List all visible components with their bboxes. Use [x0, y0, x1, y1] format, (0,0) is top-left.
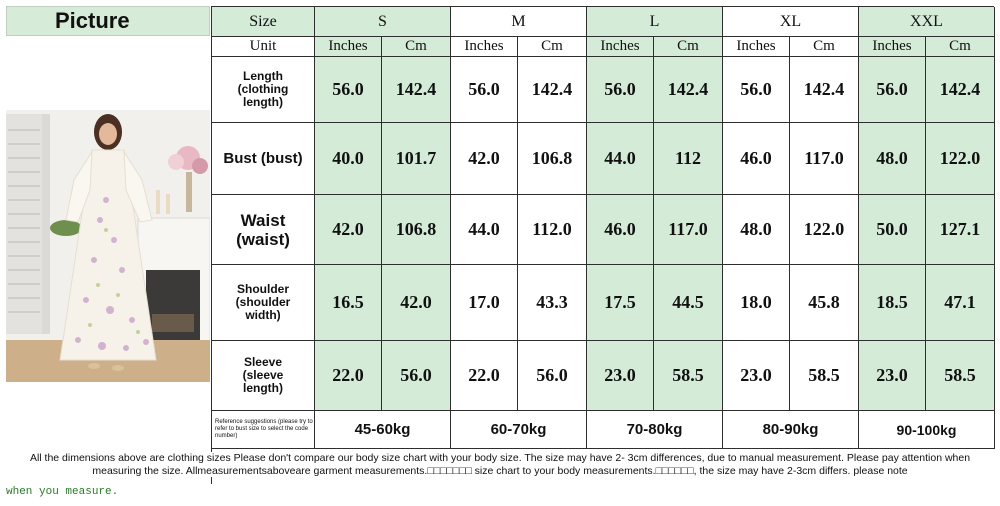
value-cell: 112.0	[518, 195, 587, 265]
value-cell: 22.0	[315, 341, 382, 411]
value-cell: 23.0	[723, 341, 790, 411]
value-cell: 44.5	[654, 265, 723, 341]
measurement-note: All the dimensions above are clothing si…	[6, 452, 994, 477]
picture-header: Picture	[6, 6, 210, 36]
size-xl-header: XL	[723, 7, 859, 37]
value-cell: 44.0	[587, 123, 654, 195]
value-cell: 23.0	[859, 341, 926, 411]
footer-text: when you measure.	[6, 486, 119, 498]
value-cell: 17.5	[587, 265, 654, 341]
unit-cm: Cm	[654, 37, 723, 57]
value-cell: 48.0	[723, 195, 790, 265]
unit-cm: Cm	[382, 37, 451, 57]
value-cell: 142.4	[790, 57, 859, 123]
value-cell: 40.0	[315, 123, 382, 195]
size-s-header: S	[315, 7, 451, 37]
value-cell: 46.0	[587, 195, 654, 265]
size-header-cell: Size	[212, 7, 315, 37]
size-chart-table: Size S M L XL XXL Unit Inches Cm Inches …	[211, 6, 995, 484]
value-cell: 117.0	[654, 195, 723, 265]
value-cell: 101.7	[382, 123, 451, 195]
value-cell: 56.0	[723, 57, 790, 123]
value-cell: 44.0	[451, 195, 518, 265]
value-cell: 117.0	[790, 123, 859, 195]
reference-suggestion-label: Reference suggestions (please try to ref…	[212, 411, 315, 449]
unit-inches: Inches	[587, 37, 654, 57]
size-l-header: L	[587, 7, 723, 37]
unit-inches: Inches	[315, 37, 382, 57]
value-cell: 50.0	[859, 195, 926, 265]
value-cell: 56.0	[451, 57, 518, 123]
value-cell: 142.4	[654, 57, 723, 123]
value-cell: 127.1	[926, 195, 995, 265]
unit-inches: Inches	[723, 37, 790, 57]
value-cell: 22.0	[451, 341, 518, 411]
row-label-sleeve: Sleeve (sleeve length)	[212, 341, 315, 411]
value-cell: 43.3	[518, 265, 587, 341]
value-cell: 106.8	[382, 195, 451, 265]
value-cell: 56.0	[859, 57, 926, 123]
value-cell: 46.0	[723, 123, 790, 195]
value-cell: 112	[654, 123, 723, 195]
value-cell: 42.0	[382, 265, 451, 341]
value-cell: 58.5	[926, 341, 995, 411]
value-cell: 58.5	[654, 341, 723, 411]
size-m-header: M	[451, 7, 587, 37]
row-label-shoulder: Shoulder (shoulder width)	[212, 265, 315, 341]
value-cell: 48.0	[859, 123, 926, 195]
row-label-bust: Bust (bust)	[212, 123, 315, 195]
size-xxl-header: XXL	[859, 7, 995, 37]
row-label-waist: Waist (waist)	[212, 195, 315, 265]
weight-range-xl: 80-90kg	[723, 411, 859, 449]
value-cell: 23.0	[587, 341, 654, 411]
value-cell: 56.0	[518, 341, 587, 411]
unit-cm: Cm	[518, 37, 587, 57]
unit-cm: Cm	[926, 37, 995, 57]
picture-label: Picture	[55, 8, 130, 33]
value-cell: 42.0	[451, 123, 518, 195]
weight-range-s: 45-60kg	[315, 411, 451, 449]
value-cell: 142.4	[518, 57, 587, 123]
value-cell: 56.0	[382, 341, 451, 411]
unit-inches: Inches	[859, 37, 926, 57]
value-cell: 17.0	[451, 265, 518, 341]
value-cell: 106.8	[518, 123, 587, 195]
unit-header-cell: Unit	[212, 37, 315, 57]
value-cell: 58.5	[790, 341, 859, 411]
weight-range-l: 70-80kg	[587, 411, 723, 449]
value-cell: 122.0	[926, 123, 995, 195]
value-cell: 16.5	[315, 265, 382, 341]
unit-inches: Inches	[451, 37, 518, 57]
unit-cm: Cm	[790, 37, 859, 57]
value-cell: 142.4	[926, 57, 995, 123]
weight-range-m: 60-70kg	[451, 411, 587, 449]
value-cell: 56.0	[315, 57, 382, 123]
dress-model-illustration	[6, 110, 210, 382]
value-cell: 47.1	[926, 265, 995, 341]
value-cell: 18.5	[859, 265, 926, 341]
weight-range-xxl: 90-100kg	[859, 411, 995, 449]
product-photo	[6, 110, 210, 382]
value-cell: 56.0	[587, 57, 654, 123]
value-cell: 18.0	[723, 265, 790, 341]
value-cell: 122.0	[790, 195, 859, 265]
value-cell: 45.8	[790, 265, 859, 341]
value-cell: 42.0	[315, 195, 382, 265]
value-cell: 142.4	[382, 57, 451, 123]
row-label-length: Length (clothing length)	[212, 57, 315, 123]
